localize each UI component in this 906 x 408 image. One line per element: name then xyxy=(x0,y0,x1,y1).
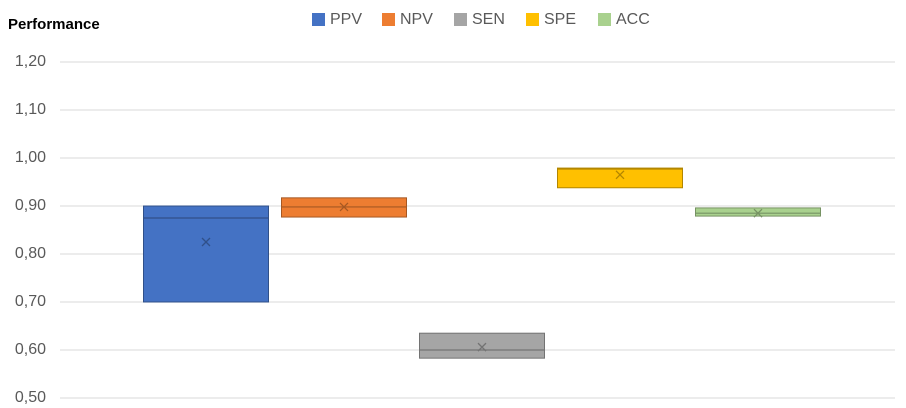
chart-title: Performance xyxy=(8,16,100,33)
box xyxy=(419,332,545,359)
y-tick-label: 0,80 xyxy=(15,245,46,262)
legend-swatch xyxy=(598,13,611,26)
y-tick-label: 0,60 xyxy=(15,341,46,358)
legend-label: NPV xyxy=(400,11,433,28)
legend-label: PPV xyxy=(330,11,362,28)
y-tick-label: 0,70 xyxy=(15,293,46,310)
mean-marker xyxy=(753,208,763,218)
legend-swatch xyxy=(382,13,395,26)
box xyxy=(695,207,821,217)
legend-label: ACC xyxy=(616,11,650,28)
mean-marker xyxy=(201,237,211,247)
legend-swatch xyxy=(312,13,325,26)
legend-swatch xyxy=(454,13,467,26)
mean-marker xyxy=(615,170,625,180)
box xyxy=(143,205,269,303)
mean-marker xyxy=(339,202,349,212)
box xyxy=(557,167,683,189)
y-tick-label: 1,10 xyxy=(15,101,46,118)
legend-label: SPE xyxy=(544,11,576,28)
mean-marker xyxy=(477,342,487,352)
legend-label: SEN xyxy=(472,11,505,28)
y-tick-label: 1,20 xyxy=(15,53,46,70)
y-tick-label: 0,90 xyxy=(15,197,46,214)
legend-swatch xyxy=(526,13,539,26)
y-tick-label: 1,00 xyxy=(15,149,46,166)
y-tick-label: 0,50 xyxy=(15,389,46,406)
